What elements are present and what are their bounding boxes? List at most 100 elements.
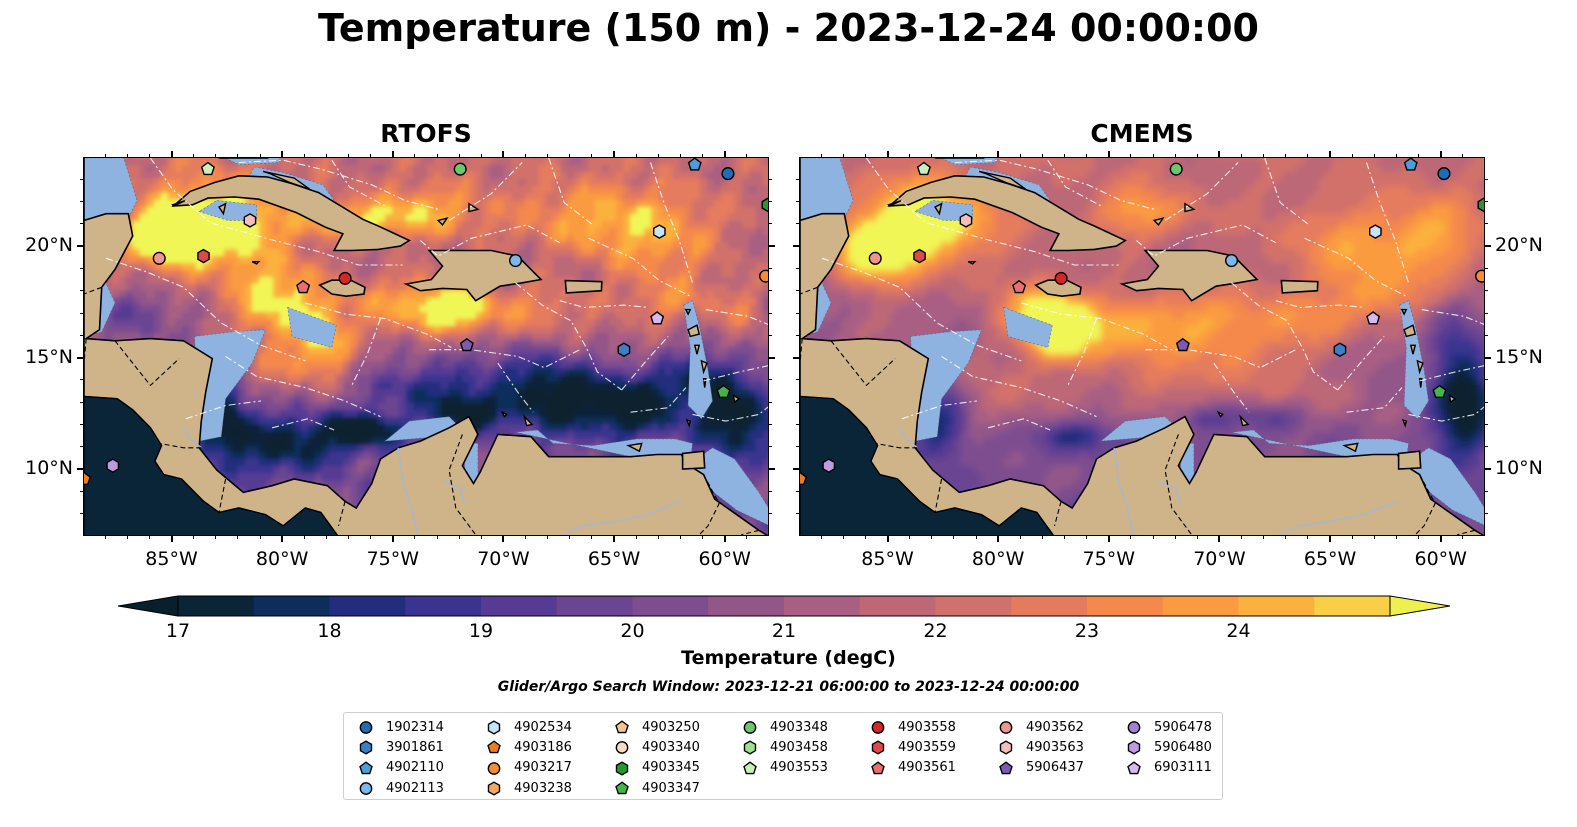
- minor-tick: [796, 312, 799, 314]
- colorbar-tick-label: 23: [1074, 620, 1100, 642]
- legend-item: 5906480: [1126, 737, 1212, 757]
- platform-marker: [716, 384, 731, 399]
- minor-tick: [1241, 154, 1243, 157]
- colorbar-tick-label: 22: [923, 620, 948, 642]
- minor-tick: [591, 536, 593, 539]
- minor-tick: [1174, 536, 1176, 539]
- legend-marker: [359, 782, 373, 795]
- minor-tick: [613, 154, 615, 157]
- minor-tick: [613, 536, 615, 539]
- minor-tick: [1485, 267, 1488, 269]
- colorbar-tick-label: 21: [771, 620, 797, 642]
- minor-tick: [1485, 201, 1488, 203]
- legend-label: 5906437: [1026, 760, 1084, 776]
- legend-column: 4902534 4903186 4903217 4903238: [486, 717, 572, 798]
- minor-tick: [796, 513, 799, 515]
- legend-label: 4903340: [642, 739, 700, 755]
- platform-markers: [800, 158, 1484, 485]
- minor-tick: [80, 468, 83, 470]
- minor-tick: [80, 201, 83, 203]
- minor-tick: [1395, 154, 1397, 157]
- minor-tick: [769, 513, 772, 515]
- pentagon-marker-icon: [359, 761, 373, 775]
- minor-tick: [1485, 513, 1488, 515]
- lon-tick: [723, 536, 726, 542]
- minor-tick: [1440, 536, 1442, 539]
- minor-tick: [1485, 401, 1488, 403]
- land-hispaniola: [403, 249, 543, 302]
- lat-tick: [769, 245, 775, 248]
- minor-tick: [436, 536, 438, 539]
- lat-tick: [1485, 356, 1491, 359]
- minor-tick: [480, 536, 482, 539]
- lon-tick: [502, 536, 505, 542]
- hexagon-marker-icon: [871, 740, 885, 756]
- minor-tick: [80, 424, 83, 426]
- minor-tick: [80, 401, 83, 403]
- minor-tick: [724, 154, 726, 157]
- hexagon-marker-icon: [359, 740, 373, 756]
- legend-marker: [743, 761, 757, 775]
- platform-marker: [1224, 254, 1239, 268]
- colorbar-segment: [1238, 596, 1315, 616]
- country-borders: [800, 286, 1476, 535]
- minor-tick: [80, 290, 83, 292]
- legend-column: 4903250 4903340 4903345 4903347: [614, 717, 700, 798]
- minor-tick: [796, 357, 799, 359]
- legend-label: 5906480: [1154, 739, 1212, 755]
- legend-column: 4903558 4903559 4903561: [870, 717, 956, 778]
- map-panel-rtofs[interactable]: [83, 157, 769, 536]
- colorbar-tick-label: 17: [165, 620, 191, 642]
- legend-item: 4903553: [742, 758, 828, 778]
- minor-tick: [769, 223, 772, 225]
- minor-tick: [769, 490, 772, 492]
- lon-tick: [1329, 536, 1332, 542]
- minor-tick: [1485, 334, 1488, 336]
- minor-tick: [569, 536, 571, 539]
- platform-marker: [959, 213, 973, 228]
- map-panel-cmems[interactable]: [799, 157, 1485, 536]
- platform-marker: [1403, 158, 1418, 171]
- land-trinidad: [1397, 450, 1422, 470]
- minor-tick: [171, 536, 173, 539]
- lat-tick-label: 10°N: [25, 457, 73, 480]
- lon-tick-label: 70°W: [477, 548, 530, 570]
- legend-marker: [359, 761, 373, 775]
- minor-tick: [171, 154, 173, 157]
- lat-tick-label: 15°N: [1495, 345, 1543, 368]
- minor-tick: [1485, 379, 1488, 381]
- legend-column: 4903348 4903458 4903553: [742, 717, 828, 778]
- minor-tick: [1418, 536, 1420, 539]
- lon-tick: [997, 536, 1000, 542]
- minor-tick: [80, 334, 83, 336]
- platform-marker: [1369, 224, 1382, 239]
- minor-tick: [1440, 154, 1442, 157]
- minor-tick: [796, 334, 799, 336]
- colorbar-segment: [1087, 596, 1164, 616]
- platform-marker: [338, 271, 352, 285]
- minor-tick: [148, 536, 150, 539]
- rivers: [182, 427, 682, 535]
- lon-tick-label: 85°W: [145, 548, 198, 570]
- lat-tick: [1485, 468, 1491, 471]
- map-svg-cmems: [800, 158, 1484, 535]
- circle-marker-icon: [615, 741, 629, 755]
- minor-tick: [1130, 536, 1132, 539]
- minor-tick: [1485, 223, 1488, 225]
- minor-tick: [746, 154, 748, 157]
- land-jamaica: [318, 279, 366, 298]
- minor-tick: [796, 245, 799, 247]
- legend-marker: [359, 740, 373, 756]
- platform-marker: [453, 162, 467, 176]
- minor-tick: [1152, 154, 1154, 157]
- legend-item: 4902534: [486, 717, 572, 737]
- colorbar-segment: [481, 596, 558, 616]
- pentagon-marker-icon: [615, 781, 629, 795]
- minor-tick: [303, 536, 305, 539]
- platform-marker: [1437, 167, 1451, 181]
- minor-tick: [502, 536, 504, 539]
- minor-tick: [1485, 312, 1488, 314]
- lat-tick: [1485, 245, 1491, 248]
- minor-tick: [1351, 536, 1353, 539]
- minor-tick: [1130, 154, 1132, 157]
